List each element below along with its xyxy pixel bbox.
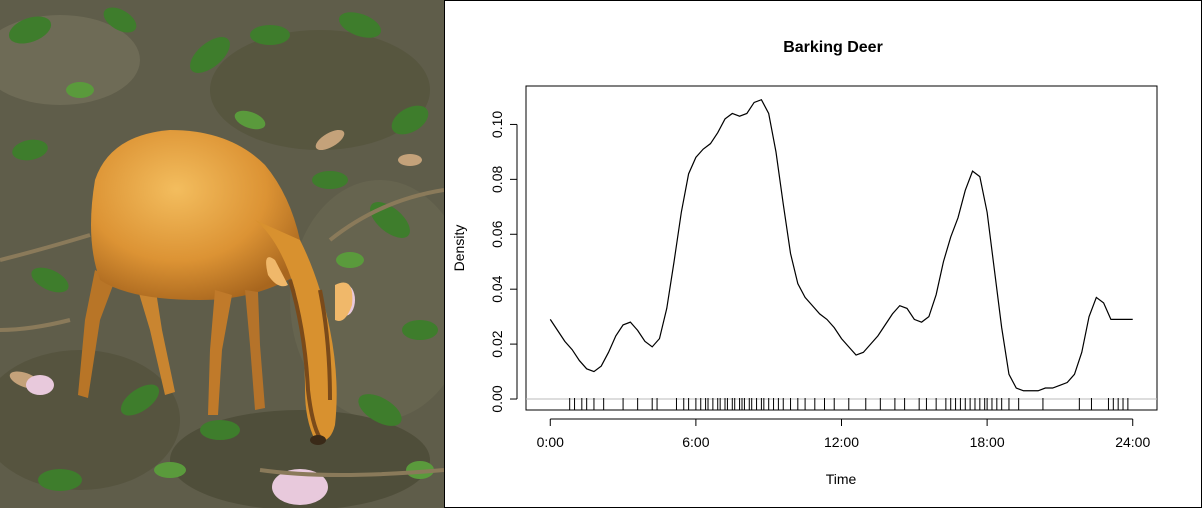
deer-photo-image xyxy=(0,0,444,508)
x-axis-label: Time xyxy=(826,471,857,487)
x-tick-label: 6:00 xyxy=(682,434,709,450)
deer-figure xyxy=(78,130,353,445)
chart-panel: Barking Deer 0:00 6:00 12:00 18:00 24:00 0.0… xyxy=(444,0,1202,508)
x-axis: 0:00 6:00 12:00 18:00 24:00 xyxy=(537,418,1150,450)
chart-title: Barking Deer xyxy=(783,39,883,56)
x-tick-label: 12:00 xyxy=(824,434,859,450)
y-tick-label: 0.04 xyxy=(489,275,505,302)
y-tick-label: 0.10 xyxy=(489,111,505,138)
y-tick-label: 0.02 xyxy=(489,330,505,357)
x-tick-label: 24:00 xyxy=(1115,434,1150,450)
density-curve xyxy=(549,98,1133,392)
x-tick-label: 18:00 xyxy=(970,434,1005,450)
deer-photo xyxy=(0,0,444,508)
y-tick-label: 0.06 xyxy=(489,220,505,247)
rug-marks xyxy=(569,398,1129,410)
y-axis: 0.00 0.02 0.04 0.06 0.08 0.10 xyxy=(489,111,518,413)
plot-frame xyxy=(525,85,1158,411)
y-tick-label: 0.00 xyxy=(489,385,505,412)
x-tick-label: 0:00 xyxy=(537,434,564,450)
y-tick-label: 0.08 xyxy=(489,166,505,193)
density-chart: Barking Deer 0:00 6:00 12:00 18:00 24:00 0.0… xyxy=(451,39,1158,487)
y-axis-label: Density xyxy=(451,225,467,272)
